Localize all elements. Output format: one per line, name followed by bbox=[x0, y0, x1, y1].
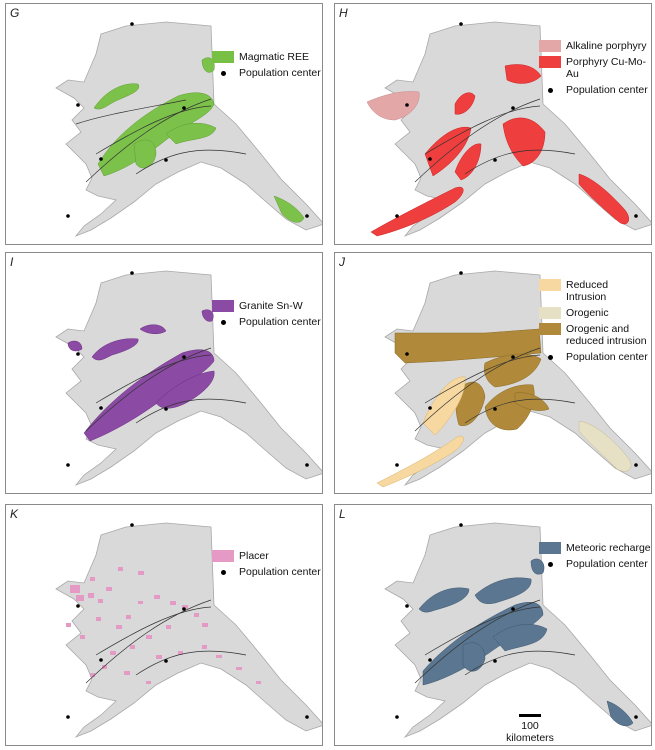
alkaline-porphyry-areas bbox=[366, 91, 420, 121]
fault-lines bbox=[75, 98, 247, 183]
population-center-markers bbox=[395, 22, 638, 218]
legend-label: Population center bbox=[566, 558, 648, 571]
map-legend: Magmatic REE Population center bbox=[212, 51, 321, 83]
legend-item: Population center bbox=[539, 351, 651, 363]
reduced-intrusion-areas bbox=[376, 376, 466, 488]
legend-label: Orogenic bbox=[566, 307, 609, 320]
scale-bar-label: 100 kilometers bbox=[506, 720, 554, 744]
legend-dot-icon bbox=[212, 566, 234, 578]
legend-label: Magmatic REE bbox=[239, 51, 310, 63]
panel-letter: J bbox=[339, 255, 345, 269]
map-legend: Meteoric recharge Population center bbox=[539, 542, 651, 574]
legend-item: Reduced Intrusion bbox=[539, 279, 651, 303]
fault-lines bbox=[414, 599, 576, 684]
panel-letter: G bbox=[10, 6, 20, 20]
legend-dot-icon bbox=[212, 316, 234, 328]
alaska-map bbox=[55, 21, 322, 237]
legend-dot-icon bbox=[539, 84, 561, 96]
legend-swatch bbox=[212, 51, 234, 63]
map-panel-h: H Alkaline porphyry Porphyry Cu-Mo-Au Po… bbox=[334, 3, 652, 245]
magmatic-ree-areas bbox=[93, 57, 305, 223]
panel-letter: K bbox=[10, 507, 19, 521]
porphyry-cu-mo-au-areas bbox=[370, 64, 629, 237]
legend-swatch bbox=[539, 279, 561, 291]
legend-item: Placer bbox=[212, 550, 321, 562]
legend-label: Population center bbox=[239, 316, 321, 329]
map-panel-l: L Meteoric recharge Population center bbox=[334, 504, 652, 746]
population-center-markers bbox=[395, 523, 638, 719]
legend-item: Porphyry Cu-Mo-Au bbox=[539, 56, 651, 80]
map-panel-g: G Magmatic REE Population center bbox=[5, 3, 323, 245]
fault-lines bbox=[85, 599, 247, 684]
fault-lines bbox=[414, 347, 576, 432]
legend-item: Population center bbox=[539, 558, 651, 570]
legend-dot-icon bbox=[539, 558, 561, 570]
legend-item: Magmatic REE bbox=[212, 51, 321, 63]
scale-bar-line bbox=[519, 714, 541, 717]
legend-label: Population center bbox=[566, 84, 648, 97]
legend-item: Orogenic bbox=[539, 307, 651, 320]
population-center-markers bbox=[66, 523, 309, 719]
alaska-map bbox=[55, 522, 322, 738]
orogenic-areas bbox=[578, 420, 632, 472]
alaska-map bbox=[376, 270, 651, 488]
alaska-map bbox=[55, 270, 322, 486]
legend-dot-icon bbox=[539, 351, 561, 363]
meteoric-recharge-areas bbox=[418, 558, 634, 727]
map-panel-i: I Granite Sn-W Population center bbox=[5, 252, 323, 494]
placer-deposits bbox=[66, 567, 261, 684]
legend-swatch bbox=[539, 56, 561, 69]
map-legend: Alkaline porphyry Porphyry Cu-Mo-Au Popu… bbox=[539, 40, 651, 100]
panel-letter: I bbox=[10, 255, 14, 269]
legend-label: Placer bbox=[239, 550, 269, 562]
legend-label: Population center bbox=[239, 566, 321, 579]
legend-item: Alkaline porphyry bbox=[539, 40, 651, 52]
legend-label: Granite Sn-W bbox=[239, 300, 303, 312]
legend-dot-icon bbox=[212, 67, 234, 79]
legend-swatch bbox=[539, 40, 561, 52]
alaska-map bbox=[384, 522, 651, 738]
legend-item: Population center bbox=[212, 566, 321, 578]
panel-letter: H bbox=[339, 6, 348, 20]
scale-bar: 100 kilometers bbox=[496, 714, 564, 744]
map-panel-j: J Reduced Intrusion Orogenic Orogenic an… bbox=[334, 252, 652, 494]
legend-item: Granite Sn-W bbox=[212, 300, 321, 312]
legend-item: Orogenic and reduced intrusion bbox=[539, 323, 651, 347]
map-legend: Reduced Intrusion Orogenic Orogenic and … bbox=[539, 279, 651, 367]
panel-letter: L bbox=[339, 507, 346, 521]
legend-label: Population center bbox=[239, 67, 321, 80]
legend-item: Population center bbox=[212, 316, 321, 328]
legend-label: Meteoric recharge bbox=[566, 542, 651, 554]
legend-swatch bbox=[212, 300, 234, 312]
legend-item: Population center bbox=[212, 67, 321, 79]
alaska-map bbox=[366, 21, 651, 237]
legend-label: Reduced Intrusion bbox=[566, 279, 609, 304]
map-legend: Granite Sn-W Population center bbox=[212, 300, 321, 332]
fault-lines bbox=[85, 347, 247, 432]
granite-sn-w-areas bbox=[67, 309, 215, 442]
legend-swatch bbox=[539, 323, 561, 336]
legend-label: Porphyry Cu-Mo-Au bbox=[566, 56, 646, 81]
fault-lines bbox=[414, 98, 576, 183]
legend-swatch bbox=[212, 550, 234, 562]
legend-swatch bbox=[539, 542, 561, 554]
legend-item: Meteoric recharge bbox=[539, 542, 651, 554]
population-center-markers bbox=[66, 271, 309, 467]
map-legend: Placer Population center bbox=[212, 550, 321, 582]
population-center-markers bbox=[66, 22, 309, 218]
legend-label: Orogenic and reduced intrusion bbox=[566, 323, 647, 348]
legend-swatch bbox=[539, 307, 561, 320]
map-panel-k: K Placer Population center bbox=[5, 504, 323, 746]
population-center-markers bbox=[395, 271, 638, 467]
legend-label: Population center bbox=[566, 351, 648, 364]
legend-label: Alkaline porphyry bbox=[566, 40, 647, 52]
legend-item: Population center bbox=[539, 84, 651, 96]
